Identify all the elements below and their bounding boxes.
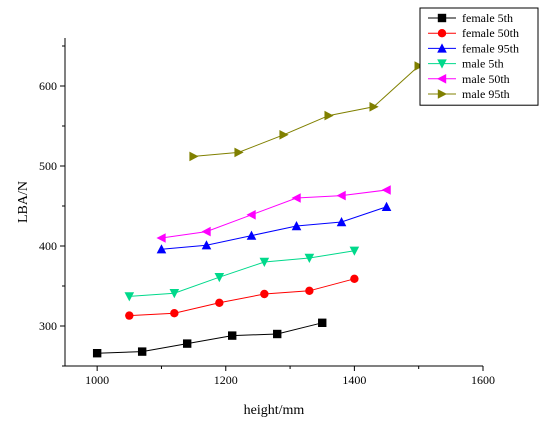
data-point bbox=[318, 318, 327, 327]
data-point bbox=[214, 273, 225, 283]
data-point bbox=[279, 130, 289, 140]
data-point bbox=[273, 329, 282, 339]
legend-marker bbox=[437, 13, 447, 23]
series-line bbox=[161, 189, 387, 239]
data-point bbox=[156, 233, 166, 243]
data-point bbox=[336, 190, 346, 201]
x-axis-title: height/mm bbox=[244, 403, 305, 418]
y-tick-label: 500 bbox=[39, 159, 57, 173]
data-point bbox=[324, 110, 334, 121]
data-point bbox=[414, 61, 424, 71]
x-tick-label: 1600 bbox=[471, 373, 495, 387]
data-point bbox=[336, 217, 347, 227]
data-point bbox=[189, 151, 199, 162]
data-point bbox=[305, 286, 314, 295]
series-line bbox=[193, 65, 420, 157]
series-5 bbox=[189, 61, 424, 162]
data-point bbox=[350, 274, 359, 283]
legend-label: female 50th bbox=[462, 26, 519, 40]
y-tick-label: 400 bbox=[39, 239, 57, 253]
series-4 bbox=[156, 185, 391, 243]
legend-label: male 50th bbox=[462, 72, 510, 86]
data-point bbox=[291, 193, 301, 203]
data-point bbox=[124, 292, 135, 302]
series-1 bbox=[125, 274, 359, 320]
series-line bbox=[161, 206, 387, 250]
data-point bbox=[169, 289, 180, 299]
data-point bbox=[291, 221, 302, 231]
data-point bbox=[201, 226, 211, 237]
legend-marker bbox=[437, 43, 447, 53]
data-point bbox=[381, 185, 391, 195]
legend-marker bbox=[437, 74, 447, 84]
series-line bbox=[129, 250, 355, 297]
data-point bbox=[234, 147, 244, 158]
data-point bbox=[182, 339, 192, 348]
data-point bbox=[170, 309, 179, 318]
data-point bbox=[92, 349, 102, 358]
x-tick-label: 1000 bbox=[85, 373, 109, 387]
series-line bbox=[129, 278, 355, 317]
series-line bbox=[97, 322, 323, 354]
series-0 bbox=[92, 318, 327, 358]
data-point bbox=[369, 102, 379, 112]
data-point bbox=[228, 331, 237, 340]
series-2 bbox=[156, 201, 392, 254]
legend-label: male 5th bbox=[462, 57, 504, 71]
data-point bbox=[125, 311, 134, 320]
legend-marker bbox=[437, 29, 447, 38]
data-point bbox=[215, 298, 224, 307]
legend-label: female 5th bbox=[462, 11, 513, 25]
y-tick-label: 300 bbox=[39, 319, 57, 333]
data-point bbox=[259, 257, 270, 267]
legend-marker bbox=[437, 59, 447, 69]
y-tick-label: 600 bbox=[39, 79, 57, 93]
series-3 bbox=[124, 246, 360, 302]
data-point bbox=[246, 230, 257, 240]
x-tick-label: 1400 bbox=[342, 373, 366, 387]
data-point bbox=[381, 201, 392, 211]
data-point bbox=[137, 347, 147, 356]
data-point bbox=[304, 253, 315, 263]
y-axis-title: LBA/N bbox=[16, 181, 31, 223]
data-point bbox=[349, 246, 360, 256]
x-tick-label: 1200 bbox=[214, 373, 238, 387]
legend-marker bbox=[437, 89, 447, 99]
data-point bbox=[260, 289, 269, 299]
legend-label: male 95th bbox=[462, 87, 510, 101]
data-point bbox=[156, 244, 167, 254]
legend-label: female 95th bbox=[462, 41, 519, 55]
data-point bbox=[246, 210, 256, 220]
data-point bbox=[201, 240, 212, 250]
legend-box bbox=[419, 7, 539, 106]
